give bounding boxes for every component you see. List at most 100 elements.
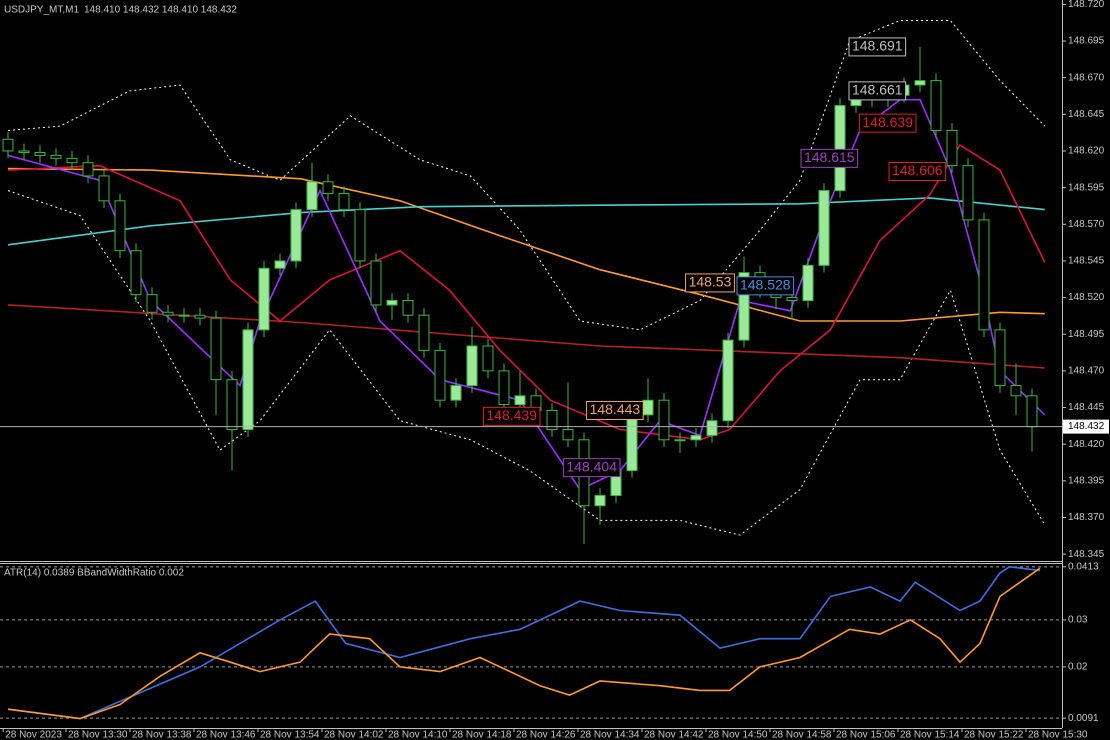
candle-body	[658, 399, 670, 441]
candle-body	[978, 219, 990, 331]
candle-body	[210, 317, 222, 381]
x-tick-label: 28 Nov 14:02	[324, 730, 384, 740]
candle-body	[194, 314, 206, 319]
candle-body	[1026, 395, 1038, 428]
y-tick-label: 0.0413	[1068, 561, 1099, 572]
candle-body	[98, 175, 110, 202]
candle-body	[2, 138, 14, 152]
price-annotation-label: 148.639	[862, 114, 913, 130]
indicator-line	[7, 143, 1046, 441]
candle-body	[162, 311, 174, 316]
candle-body	[546, 409, 558, 431]
x-tick-label: 28 Nov 13:54	[260, 730, 320, 740]
price-annotation-box	[482, 406, 541, 426]
candle-body	[834, 105, 846, 192]
y-tick-label: 148.495	[1068, 329, 1105, 340]
y-tick-label: 148.445	[1068, 402, 1105, 413]
price-annotation-box	[848, 81, 907, 101]
candle-body	[994, 329, 1006, 387]
x-tick-label: 28 Nov 14:10	[388, 730, 448, 740]
candle-body	[178, 314, 190, 317]
indicator-title: ATR(14) 0.0389 BBandWidthRatio 0.002	[4, 568, 184, 579]
current-price-label: 148.432	[1068, 421, 1105, 432]
indicator-line	[7, 567, 1041, 720]
candle-body	[626, 414, 638, 472]
price-annotation: 148.404	[562, 458, 621, 478]
price-annotation-label: 148.606	[892, 162, 943, 178]
price-annotation-label: 148.404	[566, 458, 617, 474]
price-annotation-box	[685, 273, 735, 293]
price-annotation: 148.53	[685, 273, 735, 293]
price-annotation-box	[858, 113, 917, 133]
y-tick-label: 0.02	[1068, 662, 1088, 673]
candle-body	[738, 272, 750, 341]
y-tick-label: 148.545	[1068, 256, 1105, 267]
price-annotation: 148.691	[848, 37, 907, 57]
y-tick-label: 148.370	[1068, 512, 1105, 523]
indicator-line	[7, 190, 1046, 536]
candle-body	[946, 129, 958, 167]
candle-body	[370, 260, 382, 306]
y-tick-label: 148.470	[1068, 366, 1105, 377]
price-annotation: 148.528	[736, 276, 795, 296]
price-annotation-box	[800, 148, 859, 168]
candle-body	[258, 267, 270, 331]
candle-body	[338, 193, 350, 211]
candle-body	[386, 300, 398, 306]
current-price-box	[1063, 419, 1109, 434]
candle-body	[50, 154, 62, 159]
candle-body	[114, 200, 126, 252]
indicator-line	[7, 20, 1046, 331]
x-tick-label: 28 Nov 14:58	[772, 730, 832, 740]
price-annotation-box	[586, 400, 644, 420]
chart-title: USDJPY_MT,M1	[4, 5, 79, 16]
y-tick-label: 148.420	[1068, 439, 1105, 450]
candle-body	[418, 314, 430, 351]
indicator-line	[7, 167, 1045, 322]
candle-body	[914, 80, 926, 86]
price-annotation-label: 148.53	[689, 274, 732, 290]
x-tick-label: 28 Nov 13:30	[68, 730, 128, 740]
candle-body	[34, 151, 46, 156]
x-tick-label: 28 Nov 14:18	[452, 730, 512, 740]
x-tick-label: 28 Nov 14:50	[708, 730, 768, 740]
candle-body	[562, 429, 574, 441]
candle-body	[962, 165, 974, 221]
candle-body	[674, 439, 686, 442]
x-tick-label: 28 Nov 15:22	[964, 730, 1024, 740]
candle-body	[450, 385, 462, 401]
y-tick-label: 148.670	[1068, 72, 1105, 83]
candle-body	[722, 339, 734, 422]
price-annotation-box	[736, 276, 795, 296]
candle-body	[66, 157, 78, 164]
y-tick-label: 148.620	[1068, 146, 1105, 157]
candle-body	[514, 395, 526, 406]
candle-body	[306, 181, 318, 211]
candle-body	[466, 345, 478, 387]
candle-body	[434, 349, 446, 401]
x-tick-label: 28 Nov 14:34	[580, 730, 640, 740]
x-tick-label: 28 Nov 15:14	[900, 730, 960, 740]
candle-body	[226, 379, 238, 431]
candle-body	[18, 150, 30, 153]
candle-body	[402, 300, 414, 316]
x-tick-label: 28 Nov 13:38	[132, 730, 192, 740]
y-tick-label: 148.570	[1068, 219, 1105, 230]
candle-body	[482, 345, 494, 372]
x-tick-label: 28 Nov 13:46	[196, 730, 256, 740]
candle-body	[706, 420, 718, 436]
x-tick-label: 28 Nov 14:26	[516, 730, 576, 740]
candle-body	[274, 260, 286, 269]
candle-body	[322, 181, 334, 195]
x-tick-label: 28 Nov 14:42	[644, 730, 704, 740]
candle-body	[818, 190, 830, 266]
candle-body	[930, 80, 942, 131]
price-annotation: 148.639	[858, 113, 917, 133]
price-annotation-label: 148.528	[740, 277, 791, 293]
indicator-line	[7, 565, 1041, 720]
y-tick-label: 148.720	[1068, 0, 1105, 10]
x-tick-label: 28 Nov 15:06	[836, 730, 896, 740]
candle-body	[802, 264, 814, 302]
